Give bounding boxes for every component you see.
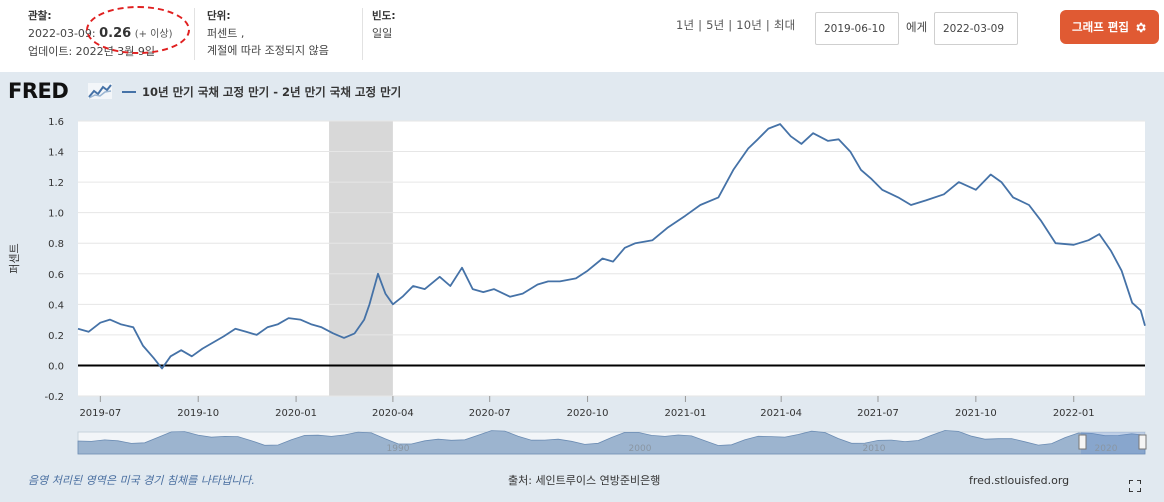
- x-tick-label: 2020-04: [372, 408, 414, 419]
- updated-text: 업데이트: 2022년 3월 9일: [28, 45, 156, 58]
- legend-swatch: [122, 91, 136, 93]
- navigator-year-label: 2020: [1095, 444, 1118, 454]
- range-10y[interactable]: 10년: [736, 18, 763, 32]
- x-tick-label: 2020-01: [275, 408, 317, 419]
- x-tick-label: 2021-07: [857, 408, 899, 419]
- chart-legend: 10년 만기 국채 고정 만기 - 2년 만기 국채 고정 만기: [122, 84, 401, 100]
- chart-panel: FRED 10년 만기 국채 고정 만기 - 2년 만기 국채 고정 만기 -0…: [0, 72, 1164, 502]
- recession-note: 음영 처리된 영역은 미국 경기 침체를 나타냅니다.: [28, 474, 255, 487]
- x-tick-label: 2021-10: [955, 408, 997, 419]
- series-line: [77, 123, 1146, 370]
- x-tick-label: 2019-07: [79, 408, 121, 419]
- fullscreen-icon[interactable]: [1129, 480, 1141, 492]
- y-tick-label: 0.6: [48, 270, 64, 281]
- navigator-series: [77, 430, 1146, 455]
- units-label: 단위:: [207, 10, 231, 22]
- x-tick-label: 2019-10: [177, 408, 219, 419]
- frequency-label: 빈도:: [372, 10, 396, 22]
- y-tick-label: 1.2: [48, 178, 64, 189]
- observation-note: (+ 이상): [134, 29, 173, 40]
- navigator-year-label: 2010: [863, 444, 886, 454]
- range-separator: |: [694, 18, 707, 32]
- observation-line: 2022-03-09: 0.26 (+ 이상): [28, 25, 172, 43]
- recession-shading: [329, 121, 393, 396]
- fred-chart-icon: [88, 83, 112, 99]
- units-line1: 퍼센트 ,: [207, 27, 245, 40]
- meta-divider: [362, 8, 363, 60]
- y-tick-label: 0.8: [48, 239, 64, 250]
- gear-icon: [1136, 22, 1146, 32]
- y-tick-label: 0.0: [48, 361, 64, 372]
- y-tick-label: 1.4: [48, 148, 64, 159]
- x-tick-label: 2020-10: [567, 408, 609, 419]
- legend-series-label: 10년 만기 국채 고정 만기 - 2년 만기 국채 고정 만기: [142, 85, 402, 99]
- navigator-selection[interactable]: [1081, 432, 1145, 454]
- frequency-value: 일일: [372, 27, 393, 40]
- x-tick-label: 2021-01: [665, 408, 707, 419]
- y-tick-label: 0.2: [48, 331, 64, 342]
- meta-divider: [194, 8, 195, 60]
- range-separator: |: [762, 18, 774, 32]
- range-separator: |: [724, 18, 737, 32]
- fred-logo: FRED: [8, 79, 69, 103]
- y-tick-label: -0.2: [44, 392, 64, 403]
- observation-block: 관찰: 2022-03-09: 0.26 (+ 이상) 업데이트: 2022년 …: [28, 8, 172, 60]
- range-max[interactable]: 최대: [773, 18, 796, 32]
- navigator-handle[interactable]: [1138, 434, 1147, 450]
- y-axis-label: 퍼센트: [8, 243, 21, 273]
- start-date-input[interactable]: [815, 12, 899, 45]
- y-tick-label: 1.6: [48, 117, 64, 128]
- chart-svg: -0.2 0.0 0.2 0.4 0.6 0.8 1.0 1.2 1.4 1.6 2019-07 2…: [8, 117, 1147, 455]
- navigator-year-label: 1990: [387, 444, 410, 454]
- y-tick-label: 1.0: [48, 209, 64, 220]
- navigator-year-label: 2000: [629, 444, 652, 454]
- site-link[interactable]: fred.stlouisfed.org: [969, 474, 1070, 487]
- range-5y[interactable]: 5년: [706, 18, 725, 32]
- to-label: 에게: [906, 20, 928, 34]
- observation-label: 관찰:: [28, 10, 52, 22]
- range-selector: 1년 | 5년 | 10년 | 최대: [676, 17, 795, 33]
- observation-date: 2022-03-09:: [28, 27, 96, 40]
- edit-graph-button[interactable]: 그래프 편집: [1060, 10, 1159, 44]
- end-date-input[interactable]: [934, 12, 1018, 45]
- plot-area: [78, 121, 1145, 396]
- frequency-block: 빈도: 일일: [372, 8, 396, 42]
- x-tick-label: 2021-04: [760, 408, 802, 419]
- x-tick-label: 2022-01: [1053, 408, 1095, 419]
- source-text: 출처: 세인트루이스 연방준비은행: [508, 474, 661, 487]
- edit-graph-label: 그래프 편집: [1072, 20, 1129, 34]
- navigator-handle[interactable]: [1078, 434, 1087, 450]
- graph-header: 관찰: 2022-03-09: 0.26 (+ 이상) 업데이트: 2022년 …: [0, 0, 1164, 72]
- units-line2: 계절에 따라 조정되지 않음: [207, 44, 329, 57]
- units-block: 단위: 퍼센트 , 계절에 따라 조정되지 않음: [207, 8, 329, 59]
- observation-value: 0.26: [99, 26, 132, 41]
- y-tick-label: 0.4: [48, 300, 64, 311]
- x-tick-label: 2020-07: [469, 408, 511, 419]
- range-1y[interactable]: 1년: [676, 18, 695, 32]
